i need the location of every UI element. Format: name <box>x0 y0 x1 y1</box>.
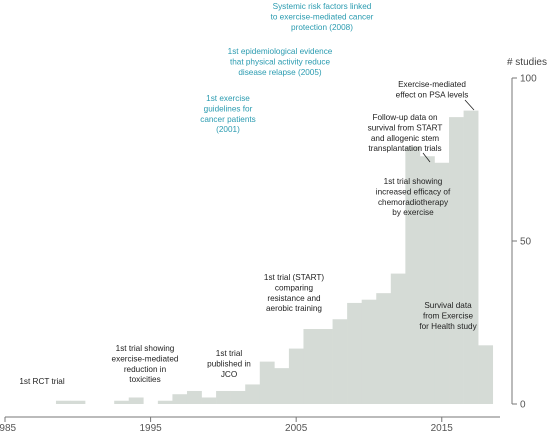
leader-followup <box>422 152 431 163</box>
annotation-psa-line-1: effect on PSA levels <box>396 90 469 99</box>
annotation-start-line-3: aerobic training <box>266 304 322 313</box>
annotation-epi-line-2: disease relapse (2005) <box>238 68 322 77</box>
x-tick-label-1985: 1985 <box>0 423 17 432</box>
annotation-followup-line-2: and allogenic stem <box>371 134 439 143</box>
bar-2014 <box>419 156 435 404</box>
bar-2001 <box>230 390 246 404</box>
annotation-chemo-line-1: increased efficacy of <box>376 187 451 196</box>
bar-2015 <box>434 162 450 404</box>
annotation-toxicities-line-3: toxicities <box>129 375 160 384</box>
annotation-jco-line-0: 1st trial <box>216 349 243 358</box>
bar-1998 <box>186 390 202 404</box>
annotation-guidelines: 1st exercise guidelines for cancer patient… <box>200 94 256 134</box>
y-tick-label-100: 100 <box>520 74 537 85</box>
bar-1990 <box>70 400 86 404</box>
annotation-guidelines-line-3: (2001) <box>216 125 240 134</box>
bar-1989 <box>55 400 71 404</box>
bars-group <box>55 110 494 405</box>
bar-1994 <box>128 397 144 404</box>
annotation-epi-line-1: that physical activity reduce <box>230 57 331 66</box>
bar-2010 <box>361 299 377 404</box>
x-ticks-group: 1985 1995 2005 2015 <box>0 417 453 432</box>
annotation-jco: 1st trial published in JCO <box>207 349 251 379</box>
annotation-survival-line-1: from Exercise <box>423 311 473 320</box>
annotation-systemic-line-2: protection (2008) <box>291 23 353 32</box>
annotation-rct: 1st RCT trial <box>19 377 65 386</box>
bar-2007 <box>318 329 333 404</box>
annotation-guidelines-line-2: cancer patients <box>200 115 256 124</box>
y-tick-label-0: 0 <box>520 400 526 411</box>
annotation-jco-line-1: published in <box>207 359 251 368</box>
y-ticks-group: 0 50 100 <box>512 74 537 411</box>
bar-2013 <box>405 146 421 404</box>
annotation-followup-line-0: Follow-up data on <box>372 113 438 122</box>
annotation-chemo-line-0: 1st trial showing <box>384 177 443 186</box>
annotation-jco-line-2: JCO <box>221 370 237 379</box>
bar-2008 <box>332 319 348 404</box>
annotation-survival: Survival data from Exercise for Health stu… <box>419 301 477 331</box>
x-tick-label-2015: 2015 <box>431 423 454 432</box>
leader-psa <box>464 99 475 111</box>
bar-2017 <box>463 110 479 404</box>
bar-2011 <box>376 293 392 404</box>
annotation-chemo-line-3: by exercise <box>392 208 434 217</box>
annotation-toxicities-line-0: 1st trial showing <box>116 344 175 353</box>
annotation-systemic: Systemic risk factors linked to exercise-… <box>271 2 374 32</box>
bar-2018 <box>478 345 494 404</box>
annotation-start-line-1: comparing <box>275 283 314 292</box>
annotation-epi: 1st epidemiological evidence that physica… <box>228 47 333 77</box>
annotation-systemic-line-1: to exercise-mediated cancer <box>271 12 374 21</box>
annotation-start-line-2: resistance and <box>267 294 321 303</box>
annotation-toxicities-line-1: exercise-mediated <box>112 354 179 363</box>
x-tick-label-1995: 1995 <box>139 423 162 432</box>
bar-2005 <box>288 348 304 404</box>
annotation-followup-line-3: transplantation trials <box>368 144 441 153</box>
annotation-survival-line-0: Survival data <box>424 301 472 310</box>
x-tick-label-2005: 2005 <box>285 423 308 432</box>
bar-2009 <box>347 302 362 404</box>
annotation-guidelines-line-0: 1st exercise <box>206 94 250 103</box>
bar-2002 <box>245 384 261 404</box>
annotation-epi-line-0: 1st epidemiological evidence <box>228 47 333 56</box>
bar-2003 <box>259 361 275 404</box>
annotation-toxicities-line-2: reduction in <box>124 365 167 374</box>
annotation-survival-line-2: for Health study <box>419 322 477 331</box>
bar-1997 <box>172 394 188 404</box>
annotation-systemic-line-0: Systemic risk factors linked <box>273 2 372 11</box>
bar-2004 <box>274 368 290 404</box>
annotation-toxicities: 1st trial showing exercise-mediated reduct… <box>112 344 179 384</box>
annotation-leaders <box>422 99 475 163</box>
y-axis-label: # studies <box>507 57 547 68</box>
annotation-start-line-0: 1st trial (START) <box>264 273 324 282</box>
annotation-guidelines-line-1: guidelines for <box>204 104 253 113</box>
annotation-followup: Follow-up data on survival from START and … <box>368 113 443 153</box>
bar-1999 <box>201 397 217 404</box>
annotation-psa-line-0: Exercise-mediated <box>398 80 466 89</box>
bar-2016 <box>449 117 464 405</box>
annotation-start: 1st trial (START) comparing resistance and… <box>264 273 324 313</box>
bar-1993 <box>114 400 130 404</box>
bar-2000 <box>216 390 231 404</box>
annotation-rct-line-0: 1st RCT trial <box>19 377 65 386</box>
annotation-chemo: 1st trial showing increased efficacy of ch… <box>376 177 451 217</box>
bar-1996 <box>157 400 173 404</box>
bar-2006 <box>303 329 319 404</box>
annotation-psa: Exercise-mediated effect on PSA levels <box>396 80 469 99</box>
bar-2012 <box>390 273 406 404</box>
annotation-chemo-line-2: chemoradiotherapy <box>378 198 449 207</box>
y-tick-label-50: 50 <box>520 237 532 248</box>
annotation-followup-line-1: survival from START <box>368 123 443 132</box>
